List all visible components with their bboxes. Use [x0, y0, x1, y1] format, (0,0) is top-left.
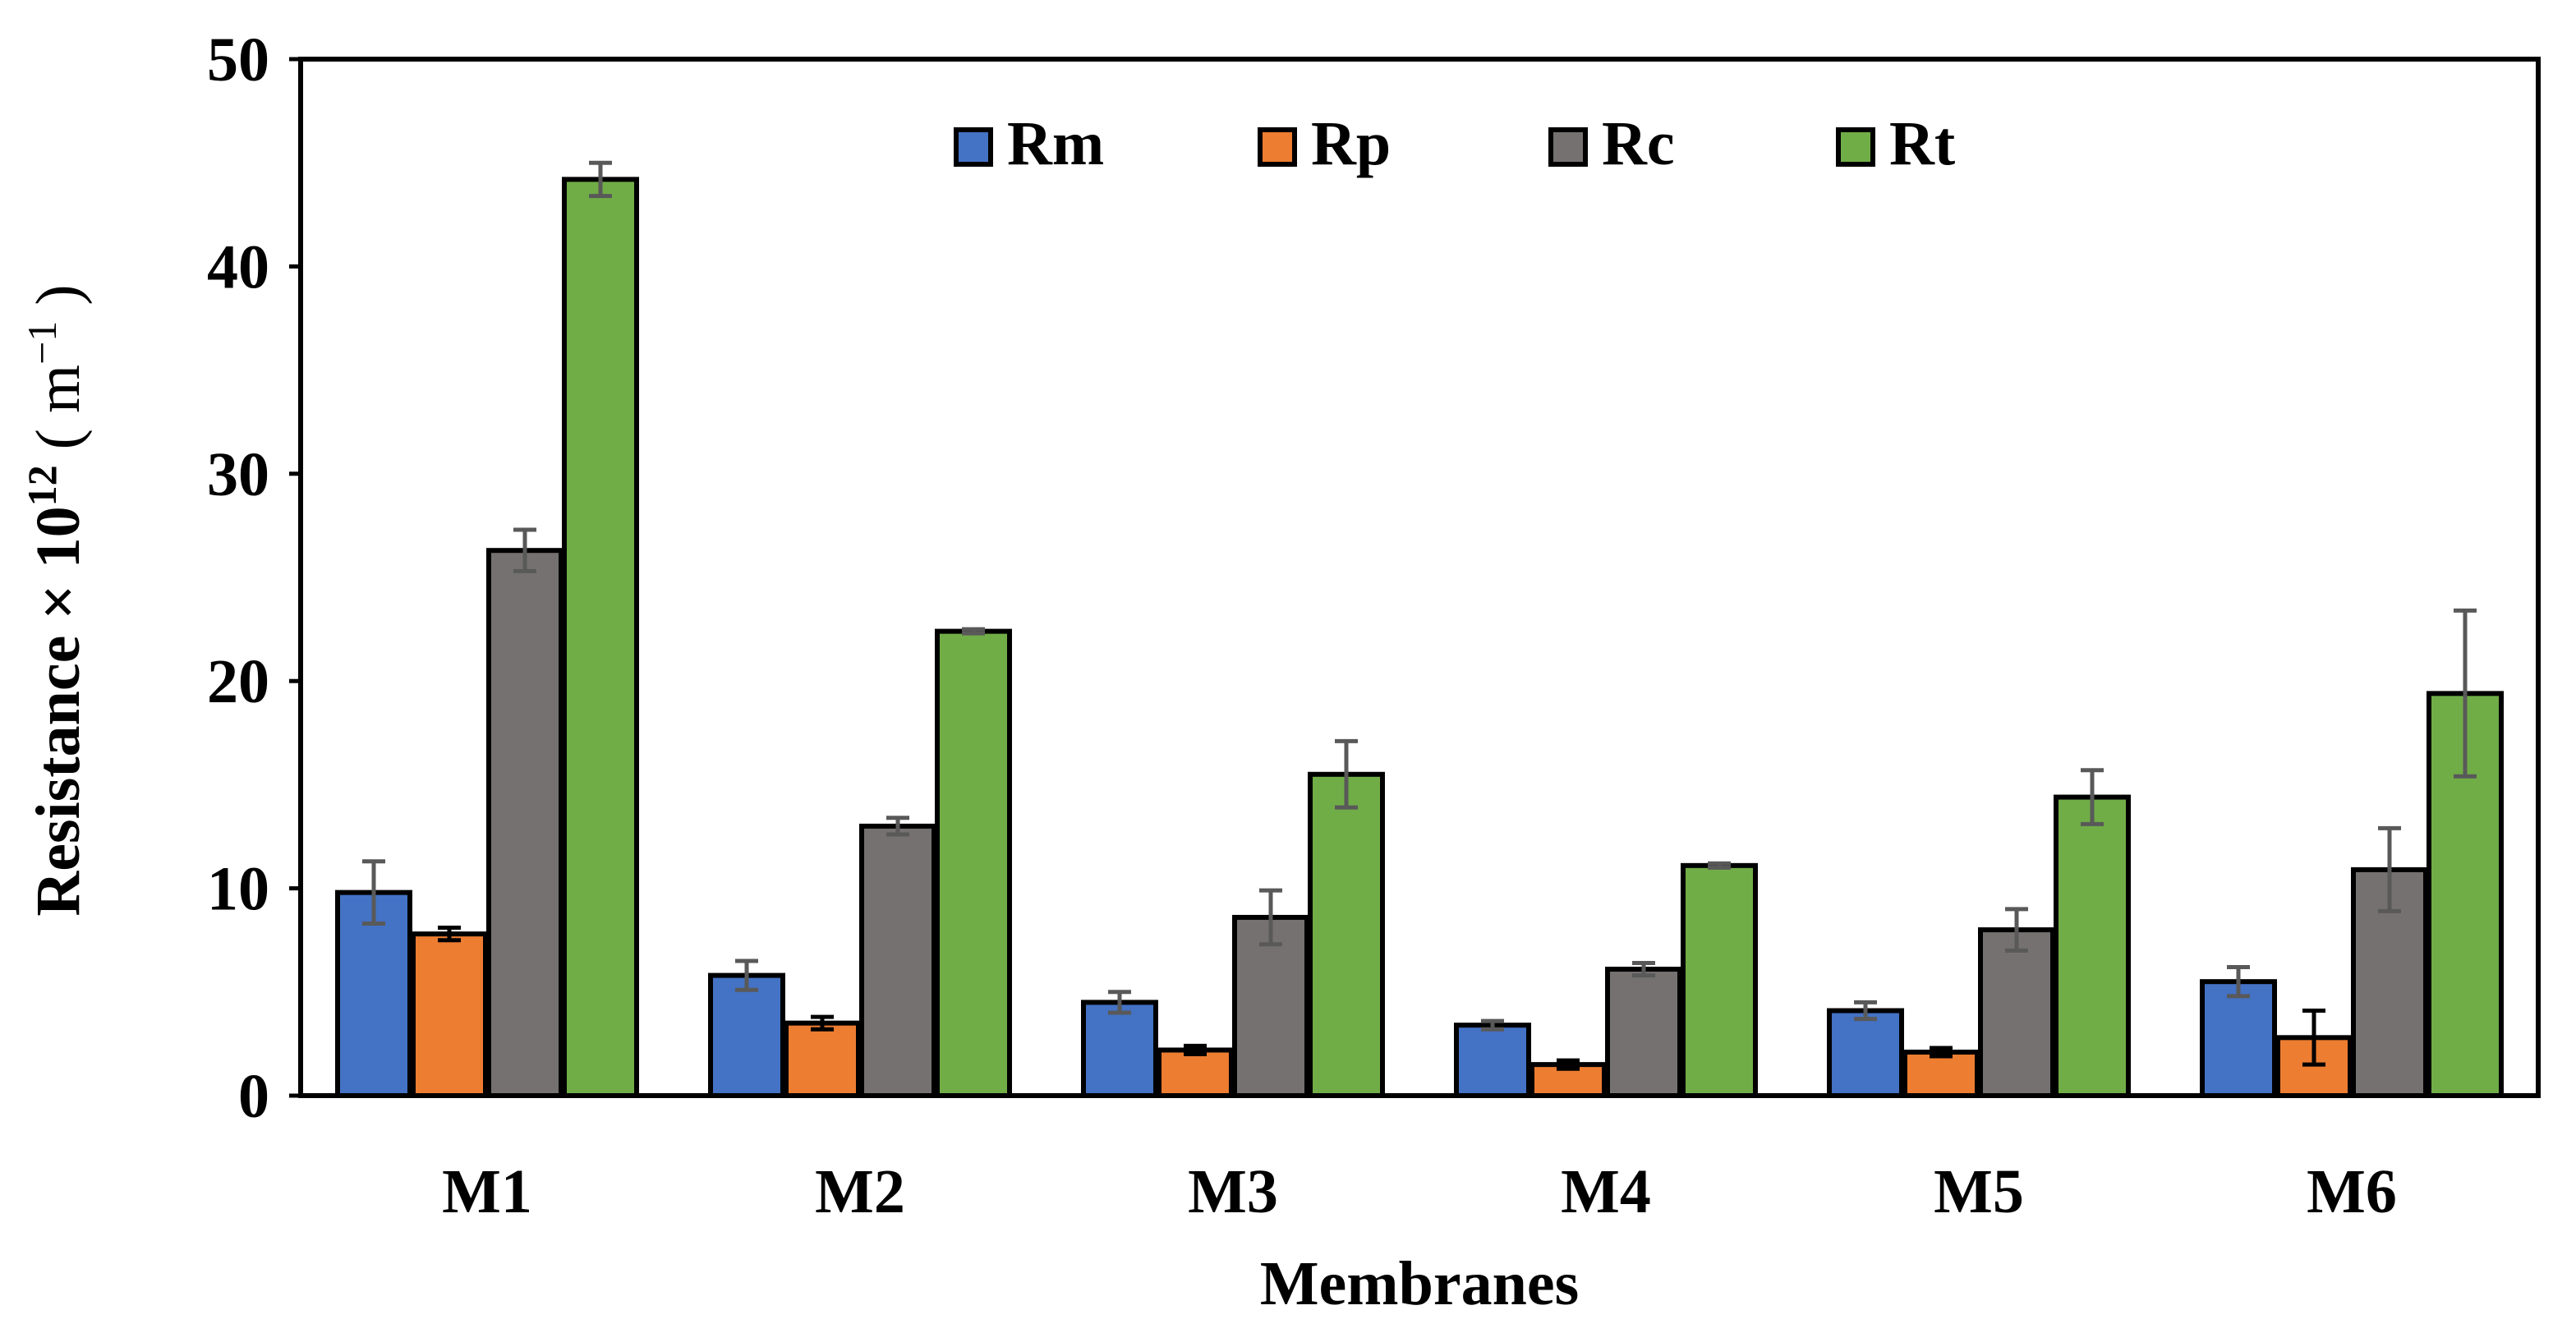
bar-rt-m3: [1308, 771, 1385, 1099]
bars-layer: [335, 177, 2504, 1099]
bar-rp-m2: [784, 1020, 861, 1099]
y-title-unit-exponent: −1: [19, 321, 65, 365]
bar-rp-m5: [1902, 1049, 1980, 1098]
bar-rt-m5: [2054, 794, 2131, 1098]
legend-label-rm: Rm: [1007, 109, 1104, 178]
bar-rm-m6: [2200, 979, 2277, 1099]
bar-rp-m6: [2275, 1035, 2353, 1098]
x-category-label-m1: M1: [442, 1157, 532, 1226]
x-category-label-m3: M3: [1188, 1157, 1278, 1226]
bar-rc-m2: [859, 823, 936, 1098]
y-title-base: Resistance × 10: [24, 506, 93, 916]
legend-label-rp: Rp: [1311, 109, 1391, 178]
legend: Rm Rp Rc Rt: [954, 109, 1955, 178]
bar-rt-m4: [1681, 862, 1758, 1099]
bar-rm-m5: [1827, 1008, 1904, 1098]
y-tick-label: 20: [207, 647, 269, 716]
bar-rt-m2: [935, 628, 1012, 1098]
legend-swatch-rt: [1836, 127, 1875, 167]
y-title-unit-open: ( m: [24, 365, 93, 465]
x-category-label-m2: M2: [815, 1157, 905, 1226]
bar-rc-m1: [486, 548, 564, 1098]
bar-rc-m4: [1605, 967, 1682, 1099]
x-axis-categories: M1 M2 M3 M4 M5 M6: [442, 1157, 2397, 1226]
y-tick-label: 40: [207, 232, 269, 301]
bar-rp-m1: [411, 931, 488, 1099]
y-title-exponent: 12: [19, 465, 65, 506]
legend-label-rt: Rt: [1889, 109, 1955, 178]
bar-rc-m5: [1978, 927, 2055, 1098]
legend-swatch-rp: [1258, 127, 1297, 167]
y-axis-title: Resistance × 1012 ( m−1 ): [19, 284, 93, 916]
y-tick-label: 10: [207, 855, 269, 924]
x-axis-title: Membranes: [1260, 1249, 1579, 1318]
y-tick-label: 30: [207, 440, 269, 509]
y-tick-label: 50: [207, 25, 269, 94]
x-category-label-m4: M4: [1561, 1157, 1651, 1226]
y-axis-ticks: 0 10 20 30 40 50: [207, 25, 301, 1131]
y-tick-label: 0: [238, 1062, 269, 1131]
bar-rm-m4: [1454, 1023, 1531, 1098]
bar-rp-m3: [1157, 1047, 1234, 1099]
bar-rm-m2: [708, 972, 785, 1099]
bar-rt-m1: [562, 177, 639, 1099]
error-bars-layer: [362, 160, 2477, 1071]
legend-label-rc: Rc: [1602, 109, 1675, 178]
bar-rm-m3: [1081, 1000, 1158, 1099]
legend-swatch-rc: [1548, 127, 1588, 167]
legend-swatch-rm: [954, 127, 993, 167]
x-category-label-m6: M6: [2307, 1157, 2397, 1226]
x-category-label-m5: M5: [1934, 1157, 2024, 1226]
y-title-unit-close: ): [24, 284, 93, 320]
plot-frame: [298, 57, 2541, 1098]
